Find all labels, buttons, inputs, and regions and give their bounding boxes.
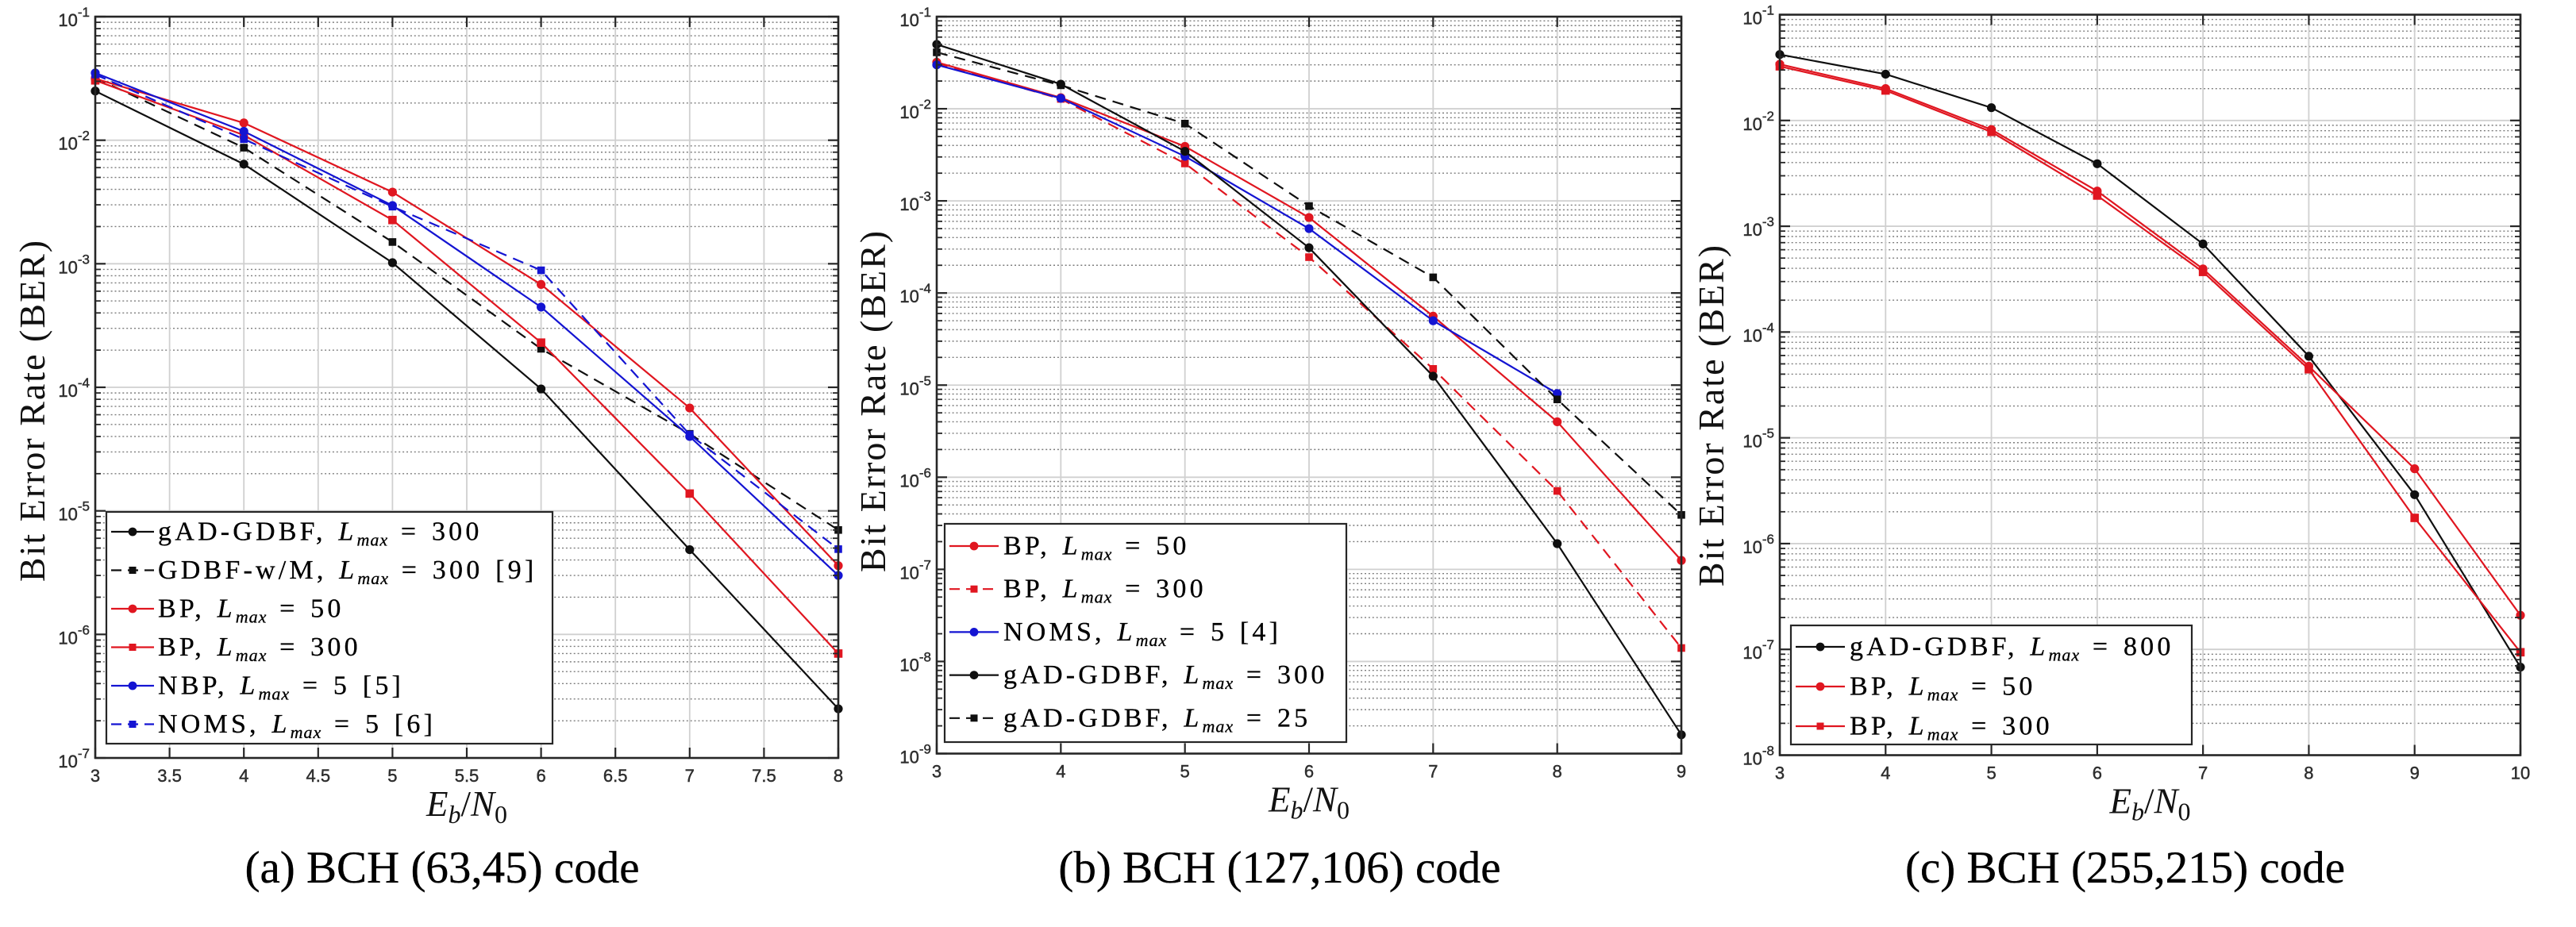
svg-text:Bit Error Rate (BER): Bit Error Rate (BER)	[12, 239, 52, 582]
svg-text:gAD-GDBF, Lmax = 300: gAD-GDBF, Lmax = 300	[158, 517, 483, 550]
svg-text:7: 7	[685, 766, 695, 786]
svg-text:6: 6	[1304, 762, 1314, 782]
svg-text:NBP, Lmax = 5 [5]: NBP, Lmax = 5 [5]	[158, 671, 404, 704]
svg-text:7: 7	[1428, 762, 1438, 782]
svg-text:9: 9	[2410, 764, 2420, 783]
svg-text:3: 3	[1775, 764, 1785, 783]
svg-text:Eb/N0: Eb/N0	[2108, 782, 2190, 826]
svg-text:10-7: 10-7	[1742, 637, 1774, 663]
svg-text:5: 5	[1986, 764, 1996, 783]
svg-text:9: 9	[1677, 762, 1686, 782]
svg-text:4: 4	[1881, 764, 1890, 783]
svg-text:6.5: 6.5	[603, 766, 628, 786]
svg-text:BP, Lmax = 50: BP, Lmax = 50	[1850, 672, 2036, 705]
svg-text:7: 7	[2198, 764, 2208, 783]
svg-text:(a) BCH (63,45) code: (a) BCH (63,45) code	[245, 843, 639, 893]
svg-text:Bit Error Rate (BER): Bit Error Rate (BER)	[853, 229, 893, 572]
svg-text:7.5: 7.5	[752, 766, 776, 786]
svg-text:(c) BCH (255,215) code: (c) BCH (255,215) code	[1905, 843, 2345, 893]
svg-text:BP, Lmax = 300: BP, Lmax = 300	[158, 633, 361, 665]
svg-text:6: 6	[2093, 764, 2102, 783]
svg-text:10: 10	[2511, 764, 2530, 783]
svg-text:gAD-GDBF, Lmax = 800: gAD-GDBF, Lmax = 800	[1850, 633, 2174, 665]
svg-text:5: 5	[387, 766, 397, 786]
svg-text:4: 4	[1056, 762, 1065, 782]
svg-text:3: 3	[90, 766, 100, 786]
svg-text:5: 5	[1180, 762, 1190, 782]
svg-text:gAD-GDBF, Lmax = 300: gAD-GDBF, Lmax = 300	[1003, 660, 1328, 693]
svg-text:Eb/N0: Eb/N0	[1268, 780, 1350, 825]
svg-text:Bit Error Rate (BER): Bit Error Rate (BER)	[1691, 244, 1731, 587]
svg-text:Eb/N0: Eb/N0	[425, 784, 507, 829]
svg-text:8: 8	[1553, 762, 1562, 782]
svg-text:6: 6	[536, 766, 545, 786]
svg-text:GDBF-w/M, Lmax = 300 [9]: GDBF-w/M, Lmax = 300 [9]	[158, 556, 537, 588]
svg-text:8: 8	[2304, 764, 2313, 783]
svg-text:3: 3	[932, 762, 941, 782]
svg-text:NOMS, Lmax = 5 [4]: NOMS, Lmax = 5 [4]	[1003, 617, 1281, 650]
svg-text:3.5: 3.5	[157, 766, 182, 786]
svg-text:8: 8	[834, 766, 843, 786]
svg-text:BP, Lmax = 50: BP, Lmax = 50	[1003, 532, 1190, 564]
svg-text:5.5: 5.5	[455, 766, 479, 786]
svg-text:(b) BCH (127,106) code: (b) BCH (127,106) code	[1058, 843, 1500, 893]
svg-text:4: 4	[239, 766, 248, 786]
svg-text:gAD-GDBF, Lmax = 25: gAD-GDBF, Lmax = 25	[1003, 703, 1311, 736]
svg-text:4.5: 4.5	[306, 766, 331, 786]
svg-text:BP, Lmax = 300: BP, Lmax = 300	[1850, 712, 2053, 744]
svg-text:NOMS, Lmax = 5 [6]: NOMS, Lmax = 5 [6]	[158, 710, 436, 742]
svg-text:BP, Lmax = 50: BP, Lmax = 50	[158, 594, 345, 627]
